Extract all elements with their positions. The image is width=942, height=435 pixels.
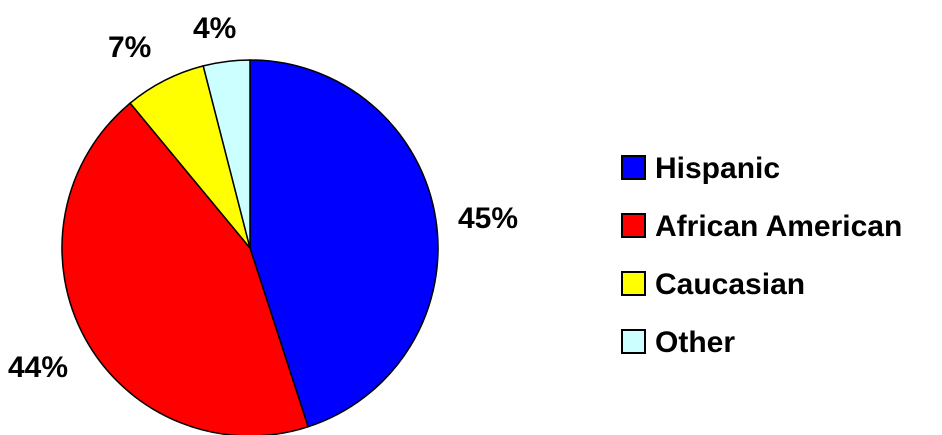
pie-slice-hispanic xyxy=(249,59,439,428)
legend-label-hispanic: Hispanic xyxy=(655,152,780,185)
legend-swatch-hispanic xyxy=(621,155,646,180)
legend-label-other: Other xyxy=(655,326,735,359)
slice-label-other: 4% xyxy=(193,12,236,45)
legend-swatch-caucasian xyxy=(621,271,646,296)
legend-item-other: Other xyxy=(621,326,735,359)
legend-label-caucasian: Caucasian xyxy=(655,268,805,301)
legend-item-african-american: African American xyxy=(621,210,902,243)
legend-item-caucasian: Caucasian xyxy=(621,268,805,301)
slice-label-hispanic: 45% xyxy=(458,202,518,235)
legend-swatch-other xyxy=(621,329,646,354)
legend-item-hispanic: Hispanic xyxy=(621,152,780,185)
pie-slice-other xyxy=(202,59,251,249)
pie-slice-african-american xyxy=(61,102,309,435)
legend: Hispanic African American Caucasian Othe… xyxy=(621,152,902,359)
slice-label-caucasian: 7% xyxy=(108,31,151,64)
percentage-labels: 45% 44% 7% 4% xyxy=(8,12,518,384)
pie-slices xyxy=(61,59,439,435)
legend-swatch-african-american xyxy=(621,213,646,238)
slice-label-african-american: 44% xyxy=(8,351,68,384)
legend-label-african-american: African American xyxy=(655,210,902,243)
